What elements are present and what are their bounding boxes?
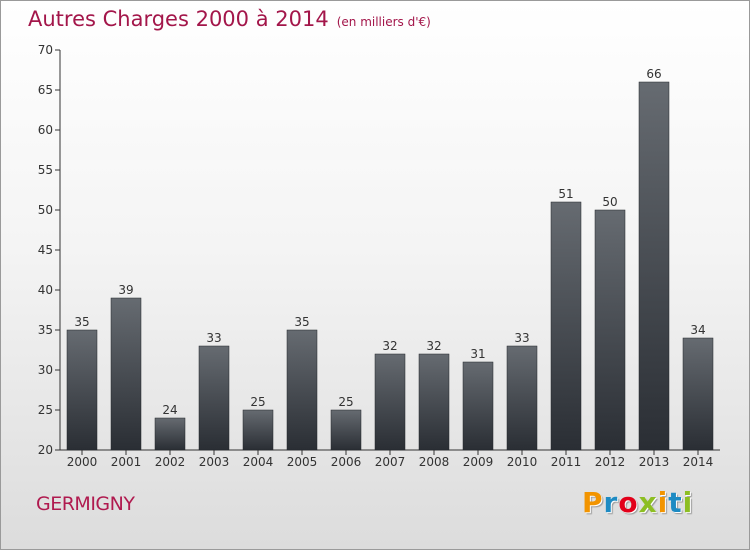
y-tick-label: 50 bbox=[38, 203, 53, 217]
y-tick-label: 70 bbox=[38, 43, 53, 57]
y-tick-label: 35 bbox=[38, 323, 53, 337]
data-label-2009: 31 bbox=[470, 347, 485, 361]
x-tick-label-2001: 2001 bbox=[111, 455, 142, 469]
bar-2006 bbox=[330, 409, 362, 451]
x-tick-label-2008: 2008 bbox=[419, 455, 450, 469]
x-tick-label-2005: 2005 bbox=[287, 455, 318, 469]
data-label-2000: 35 bbox=[74, 315, 89, 329]
proxiti-logo: Proxiti bbox=[582, 486, 694, 519]
bar-2008 bbox=[418, 353, 450, 451]
data-label-2013: 66 bbox=[646, 67, 661, 81]
commune-name: GERMIGNY bbox=[36, 493, 135, 515]
data-label-2001: 39 bbox=[118, 283, 133, 297]
data-label-2010: 33 bbox=[514, 331, 529, 345]
y-tick-label: 30 bbox=[38, 363, 53, 377]
x-tick-label-2010: 2010 bbox=[507, 455, 538, 469]
data-label-2004: 25 bbox=[250, 395, 265, 409]
data-label-2003: 33 bbox=[206, 331, 221, 345]
data-label-2011: 51 bbox=[558, 187, 573, 201]
y-tick-label: 55 bbox=[38, 163, 53, 177]
y-axis: 20 25 30 35 40 45 50 55 60 65 70 bbox=[38, 43, 61, 457]
x-tick-label-2012: 2012 bbox=[595, 455, 626, 469]
bar-2004 bbox=[242, 409, 274, 451]
bar-2001 bbox=[110, 297, 142, 451]
data-label-2006: 25 bbox=[338, 395, 353, 409]
y-tick-label: 60 bbox=[38, 123, 53, 137]
chart-title-main: Autres Charges 2000 à 2014 bbox=[28, 7, 329, 31]
x-tick-label-2007: 2007 bbox=[375, 455, 406, 469]
y-tick-label: 20 bbox=[38, 443, 53, 457]
bar-2009 bbox=[462, 361, 494, 451]
bar-2002 bbox=[154, 417, 186, 451]
x-tick-label-2006: 2006 bbox=[331, 455, 362, 469]
bar-2013 bbox=[638, 81, 670, 451]
x-axis: 2000 2001 2002 2003 2004 2005 2006 2007 2008 2009… bbox=[60, 449, 720, 469]
x-tick-label-2002: 2002 bbox=[155, 455, 186, 469]
data-label-2007: 32 bbox=[382, 339, 397, 353]
x-tick-label-2004: 2004 bbox=[243, 455, 274, 469]
data-label-2012: 50 bbox=[602, 195, 617, 209]
data-label-2008: 32 bbox=[426, 339, 441, 353]
x-tick-label-2000: 2000 bbox=[67, 455, 98, 469]
data-label-2002: 24 bbox=[162, 403, 177, 417]
x-tick-label-2009: 2009 bbox=[463, 455, 494, 469]
bar-2012 bbox=[594, 209, 626, 451]
y-tick-label: 65 bbox=[38, 83, 53, 97]
x-tick-label-2003: 2003 bbox=[199, 455, 230, 469]
y-tick-label: 45 bbox=[38, 243, 53, 257]
x-tick-label-2011: 2011 bbox=[551, 455, 582, 469]
bar-2000 bbox=[66, 329, 98, 451]
bar-2014 bbox=[682, 337, 714, 451]
bar-2010 bbox=[506, 345, 538, 451]
y-tick-label: 25 bbox=[38, 403, 53, 417]
bar-2003 bbox=[198, 345, 230, 451]
bar-2005 bbox=[286, 329, 318, 451]
x-tick-label-2013: 2013 bbox=[639, 455, 670, 469]
bar-2007 bbox=[374, 353, 406, 451]
chart-title-unit: (en milliers d'€) bbox=[336, 15, 431, 29]
data-label-2005: 35 bbox=[294, 315, 309, 329]
y-tick-label: 40 bbox=[38, 283, 53, 297]
chart-title: Autres Charges 2000 à 2014 (en milliers d… bbox=[28, 7, 431, 31]
data-label-2014: 34 bbox=[690, 323, 705, 337]
x-tick-label-2014: 2014 bbox=[683, 455, 714, 469]
bar-2011 bbox=[550, 201, 582, 451]
bars: 35 39 24 33 25 35 25 32 32 31 33 51 50 66 34 bbox=[66, 67, 714, 451]
